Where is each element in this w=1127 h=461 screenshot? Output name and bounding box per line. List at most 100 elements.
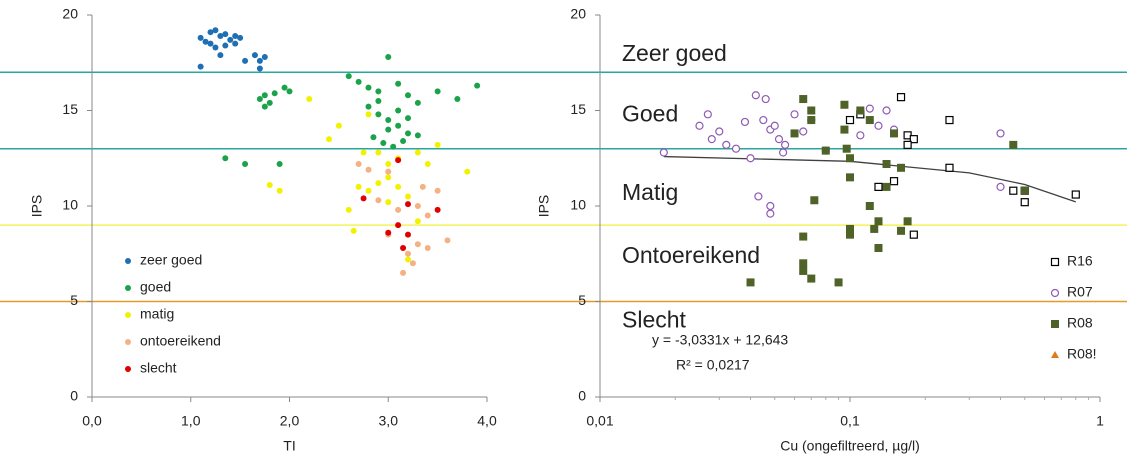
legend-label: R16 [1067,253,1093,269]
point [695,121,704,130]
x-axis-label: Cu (ongefiltreerd, µg/l) [780,438,920,454]
point [903,217,912,226]
point [390,143,397,150]
trendline [663,155,1076,203]
point [996,182,1005,191]
point [799,259,808,268]
point [1071,190,1080,199]
point [261,92,268,99]
point [395,157,402,164]
point [375,197,382,204]
point [778,148,788,157]
point [856,106,865,115]
point [774,135,784,144]
point [807,106,816,115]
point [405,115,411,122]
point [242,57,249,64]
point [707,135,716,144]
legend-label: R07 [1067,284,1093,300]
class-label: Zeer goed [622,40,727,66]
point [237,34,244,41]
point [405,201,411,208]
legend-label: slecht [140,360,177,376]
point [882,106,891,115]
point [395,122,402,129]
point [746,278,755,287]
point [1020,198,1029,207]
point [845,115,855,125]
point [770,121,779,130]
point [434,141,441,148]
point [350,227,357,234]
legend-label: matig [140,306,174,322]
x-tick-label: 2,0 [280,413,300,429]
point [414,203,421,209]
point [434,88,441,95]
point [405,231,411,238]
y-tick-label: 15 [570,101,586,117]
point [896,93,906,102]
y-tick-label: 10 [62,197,78,213]
point [385,174,392,181]
point [385,199,392,206]
point [444,237,451,244]
point [414,241,421,248]
point [395,80,402,87]
legend-marker [1050,257,1060,267]
legend-label: zeer goed [140,252,202,268]
point [256,57,263,64]
point [434,187,441,194]
point [856,131,865,140]
point [1009,186,1018,195]
class-label: Matig [622,179,678,205]
point [882,182,891,191]
y-tick-label: 5 [578,292,586,308]
point [424,212,431,219]
point [454,96,461,103]
point [375,149,382,156]
class-label: Ontoereikend [622,242,760,268]
point [355,78,362,85]
point [865,202,874,210]
point [405,250,411,257]
point [909,135,918,144]
point [375,88,382,95]
point [659,148,668,157]
point [355,183,362,190]
point [197,34,204,41]
point [232,40,239,47]
point [715,127,724,136]
legend-marker [1051,351,1059,358]
point [846,154,854,163]
point [840,100,849,109]
point [414,149,421,156]
point [370,134,377,141]
point [212,27,219,34]
point [207,29,214,36]
point [874,121,883,130]
point [365,111,372,118]
point [256,65,263,72]
point [424,245,431,252]
point [897,226,906,235]
point [400,138,407,145]
class-label: Goed [622,100,678,126]
point [874,182,883,191]
point [375,97,382,104]
point [799,95,808,104]
point [227,36,234,43]
point [345,206,352,213]
point [766,201,775,211]
legend-label: ontoereikend [140,333,221,349]
point [799,266,808,275]
y-axis-label: IPS [536,195,552,218]
point [286,88,293,95]
point [395,222,402,229]
point [217,52,224,59]
point [840,125,849,134]
point [846,224,854,233]
point [385,126,392,133]
point [870,224,879,233]
point [703,110,712,119]
